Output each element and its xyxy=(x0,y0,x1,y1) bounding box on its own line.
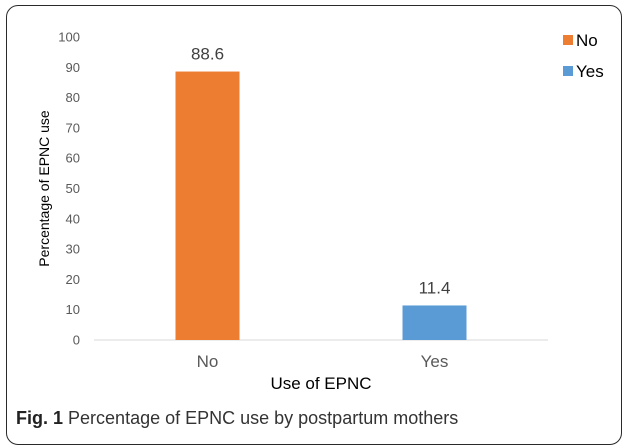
y-tick-label: 80 xyxy=(66,90,80,105)
y-tick-label: 60 xyxy=(66,151,80,166)
y-tick-label: 40 xyxy=(66,211,80,226)
bars xyxy=(175,71,467,341)
x-axis-title: Use of EPNC xyxy=(270,374,371,393)
bar-yes xyxy=(402,305,467,340)
x-axis-ticks: No Yes xyxy=(197,352,449,371)
legend-label-yes: Yes xyxy=(576,62,604,81)
y-axis-title: Percentage of EPNC use xyxy=(36,110,52,267)
figure-caption: Fig. 1 Percentage of EPNC use by postpar… xyxy=(16,408,458,429)
y-axis-ticks: 0 10 20 30 40 50 60 70 80 90 100 xyxy=(58,30,80,348)
data-label-yes: 11.4 xyxy=(419,278,451,297)
legend: No Yes xyxy=(563,31,604,81)
legend-swatch-yes xyxy=(563,66,573,76)
bar-chart: 0 10 20 30 40 50 60 70 80 90 100 88.6 11.4 No Yes Us… xyxy=(36,30,604,394)
figure-label: Fig. 1 xyxy=(16,408,64,428)
y-tick-label: 70 xyxy=(66,120,80,135)
y-tick-label: 30 xyxy=(66,242,80,257)
y-tick-label: 50 xyxy=(66,181,80,196)
legend-label-no: No xyxy=(576,31,598,50)
y-tick-label: 0 xyxy=(73,333,80,348)
figure-caption-text: Percentage of EPNC use by postpartum mot… xyxy=(68,408,459,428)
x-tick-label-yes: Yes xyxy=(421,352,449,371)
bar-no xyxy=(175,71,240,341)
data-labels: 88.6 11.4 xyxy=(191,45,450,298)
legend-swatch-no xyxy=(563,35,573,45)
y-tick-label: 90 xyxy=(66,60,80,75)
y-tick-label: 20 xyxy=(66,272,80,287)
y-tick-label: 100 xyxy=(58,30,80,45)
y-tick-label: 10 xyxy=(66,302,80,317)
x-tick-label-no: No xyxy=(197,352,219,371)
data-label-no: 88.6 xyxy=(191,45,224,64)
